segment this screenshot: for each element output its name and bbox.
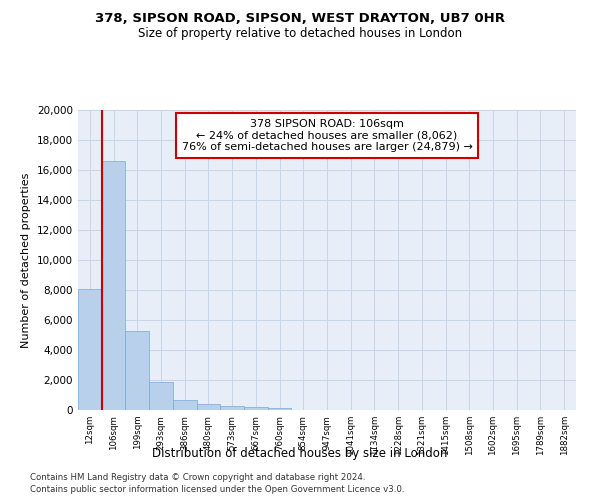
Bar <box>78 288 102 410</box>
Text: Distribution of detached houses by size in London: Distribution of detached houses by size … <box>152 448 448 460</box>
Text: 378 SIPSON ROAD: 106sqm
← 24% of detached houses are smaller (8,062)
76% of semi: 378 SIPSON ROAD: 106sqm ← 24% of detache… <box>182 119 472 152</box>
Text: 378, SIPSON ROAD, SIPSON, WEST DRAYTON, UB7 0HR: 378, SIPSON ROAD, SIPSON, WEST DRAYTON, … <box>95 12 505 26</box>
Text: Contains HM Land Registry data © Crown copyright and database right 2024.: Contains HM Land Registry data © Crown c… <box>30 472 365 482</box>
Bar <box>197 404 220 410</box>
Bar <box>173 400 197 410</box>
Bar <box>244 407 268 410</box>
Bar <box>220 406 244 410</box>
Y-axis label: Number of detached properties: Number of detached properties <box>22 172 31 348</box>
Bar <box>149 382 173 410</box>
Text: Size of property relative to detached houses in London: Size of property relative to detached ho… <box>138 28 462 40</box>
Text: Contains public sector information licensed under the Open Government Licence v3: Contains public sector information licen… <box>30 485 404 494</box>
Bar <box>102 161 125 410</box>
Bar <box>125 330 149 410</box>
Bar <box>268 408 292 410</box>
